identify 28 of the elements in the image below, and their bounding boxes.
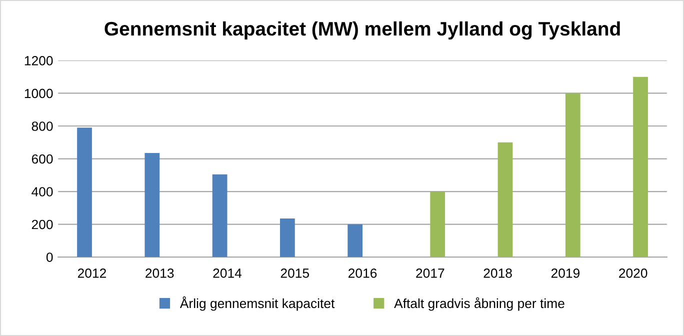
bar [498,142,513,258]
y-tick-label: 200 [32,220,53,230]
y-tick-label: 800 [32,122,53,131]
y-tick-label: 400 [32,187,53,196]
legend-label: Aftalt gradvis åbning per time [394,297,564,311]
chart-title: Gennemsnit kapacitet (MW) mellem Jylland og Tyskland [104,21,620,40]
bar [430,192,446,258]
bar [280,218,295,258]
y-tick-label: 1000 [24,88,53,98]
y-tick-label: 0 [46,252,53,262]
bar [565,93,580,258]
x-tick-label: 2015 [280,268,310,278]
bar [212,174,228,258]
bar [144,153,160,258]
legend-label: Årlig gennemsnit kapacitet [180,296,335,311]
x-tick-label: 2013 [146,268,174,278]
x-tick-label: 2016 [348,268,377,278]
x-tick-label: 2019 [551,268,580,278]
x-tick-label: 2020 [619,268,648,278]
y-tick-label: 600 [32,154,53,164]
x-tick-label: 2017 [416,268,444,278]
x-tick-label: 2018 [484,268,512,278]
bar [77,128,92,258]
y-tick-label: 1200 [24,56,53,66]
x-tick-label: 2012 [78,268,106,278]
x-tick-label: 2014 [213,268,242,278]
bar [348,224,363,258]
bar [633,76,648,258]
